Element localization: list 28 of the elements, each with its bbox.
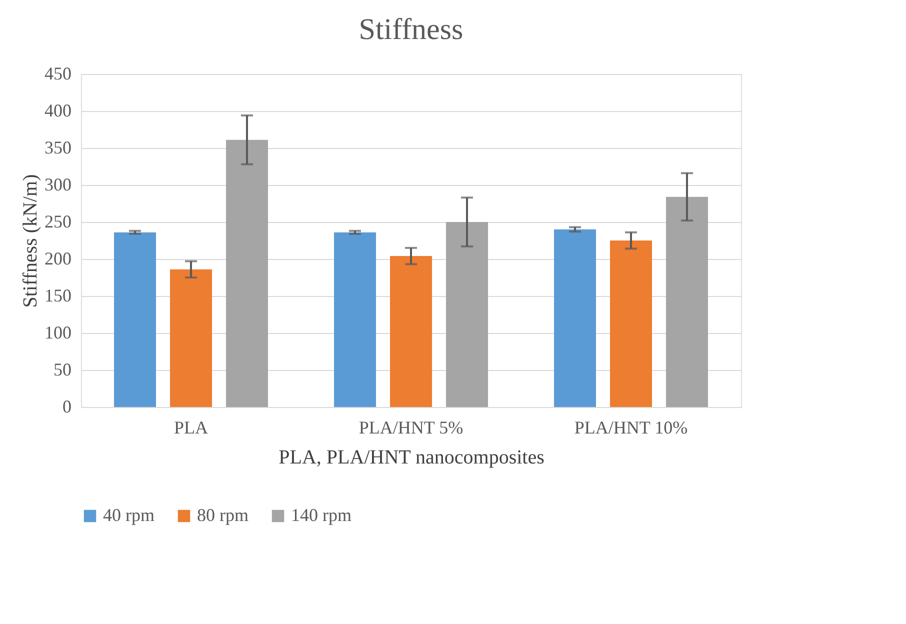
y-tick-label: 150 (44, 286, 72, 306)
y-tick-label: 0 (62, 396, 72, 416)
y-tick-label: 350 (44, 138, 72, 158)
x-axis-title: PLA, PLA/HNT nanocomposites (278, 446, 545, 468)
bar (446, 222, 488, 407)
x-tick-label: PLA (174, 418, 208, 438)
bar (226, 140, 268, 407)
x-tick-label: PLA/HNT 10% (574, 418, 688, 438)
bar (334, 232, 376, 407)
y-tick-label: 450 (44, 64, 72, 84)
y-tick-label: 100 (44, 322, 72, 342)
bar (554, 229, 596, 407)
bar (666, 196, 708, 407)
bar (114, 232, 156, 407)
legend-label: 140 rpm (291, 505, 352, 525)
bar (390, 256, 432, 407)
legend-label: 40 rpm (103, 505, 154, 525)
y-axis-title: Stiffness (kN/m) (20, 174, 42, 308)
legend-label: 80 rpm (197, 505, 248, 525)
bar (170, 269, 212, 407)
bar (610, 240, 652, 407)
y-tick-label: 400 (44, 100, 72, 120)
y-tick-label: 200 (44, 248, 72, 268)
y-tick-label: 50 (54, 360, 72, 380)
y-tick-label: 250 (44, 212, 72, 232)
x-tick-label: PLA/HNT 5% (358, 418, 464, 438)
y-tick-label: 300 (44, 174, 72, 194)
chart-title: Stiffness (358, 13, 464, 46)
